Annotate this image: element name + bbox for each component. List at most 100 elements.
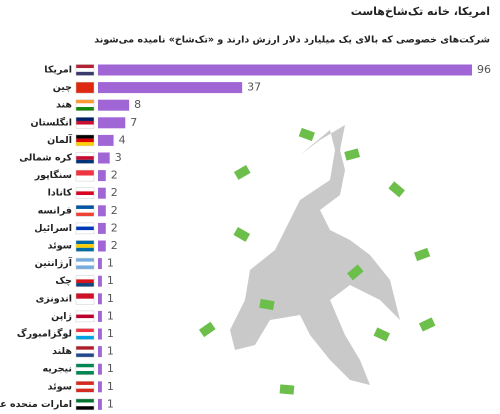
flag-stripe — [76, 402, 94, 407]
flag-stripe — [76, 156, 94, 160]
flag-border — [75, 205, 95, 217]
flag — [75, 328, 95, 340]
bar — [98, 293, 102, 305]
flag — [75, 240, 95, 252]
flag-stripe — [76, 349, 94, 354]
flag — [75, 134, 95, 147]
flag-border — [75, 328, 95, 340]
flag-stripe — [76, 328, 94, 333]
category-label: اسرائیل — [34, 223, 72, 234]
flag-stripe — [76, 120, 94, 125]
flag-border — [75, 310, 95, 323]
flag-stripe — [76, 384, 94, 389]
flag-stripe — [76, 99, 94, 104]
money-decoration — [198, 127, 436, 395]
bar — [98, 205, 106, 217]
flag-border — [75, 64, 95, 76]
flag-border — [75, 363, 95, 375]
category-label: اندونزی — [36, 293, 72, 304]
flag-border — [75, 187, 95, 199]
bar — [98, 82, 243, 94]
value-label: 1 — [107, 380, 114, 393]
flag-stripe — [76, 367, 94, 372]
flag — [75, 99, 95, 111]
category-label: لوگزامبورگ — [17, 328, 72, 340]
flag-border — [75, 169, 95, 182]
category-label: امریکا — [44, 65, 72, 76]
value-label: 2 — [111, 204, 118, 217]
bar — [98, 346, 102, 358]
flag — [75, 169, 95, 182]
value-label: 1 — [107, 309, 114, 322]
flag — [75, 222, 95, 235]
flag-stripe — [76, 240, 94, 245]
flag-stripe — [76, 107, 94, 111]
category-label: هند — [56, 100, 72, 111]
value-label: 1 — [107, 345, 114, 358]
flag — [75, 117, 95, 129]
category-label: کره شمالی — [19, 153, 72, 164]
bar — [98, 328, 102, 340]
flag-stripe — [76, 64, 94, 69]
flag — [75, 205, 95, 217]
bar — [98, 117, 126, 129]
category-label: ژاپن — [51, 311, 72, 322]
bar — [98, 363, 102, 375]
flag-stripe — [76, 195, 94, 199]
category-label: سنگاپور — [34, 169, 72, 181]
bar — [98, 99, 130, 111]
flag-stripe — [76, 353, 94, 358]
flag-stripe — [76, 314, 94, 319]
category-label: آلمان — [47, 133, 73, 146]
flag — [75, 81, 95, 94]
bar — [98, 310, 102, 322]
value-label: 1 — [107, 274, 114, 287]
flag-stripe — [76, 134, 94, 139]
flag — [75, 293, 95, 305]
flag-stripe — [76, 406, 94, 410]
value-label: 2 — [111, 186, 118, 199]
flag — [75, 381, 95, 393]
flag-border — [75, 240, 95, 252]
value-label: 2 — [111, 169, 118, 182]
flag — [75, 310, 95, 323]
flag-stripe — [76, 71, 94, 76]
flag-stripe — [76, 346, 94, 350]
flag-stripe — [76, 117, 94, 121]
bar — [98, 222, 106, 234]
value-label: 2 — [111, 221, 118, 234]
value-label: 1 — [107, 327, 114, 340]
bar — [98, 187, 106, 199]
flag-stripe — [76, 275, 94, 280]
flag-border — [75, 275, 95, 287]
bar — [98, 258, 102, 270]
value-label: 3 — [115, 151, 122, 164]
value-label: 2 — [111, 239, 118, 252]
flag — [75, 152, 95, 164]
bar — [98, 134, 114, 146]
flag-stripe — [76, 265, 94, 270]
flag — [75, 398, 95, 411]
flag-border — [75, 381, 95, 393]
flag-stripe — [76, 310, 94, 315]
flag-stripe — [76, 103, 94, 108]
flag-stripe — [76, 261, 94, 266]
bar — [98, 64, 472, 76]
flag-stripe — [76, 170, 94, 176]
flag-stripe — [76, 279, 94, 284]
category-label: نیجریه — [42, 364, 72, 375]
flag — [75, 345, 95, 358]
flag-stripe — [76, 226, 94, 231]
bar — [98, 170, 106, 182]
flag-stripe — [76, 138, 94, 143]
flag-border — [75, 134, 95, 147]
flag-stripe — [76, 283, 94, 287]
flag-stripe — [76, 222, 94, 227]
bar — [98, 240, 106, 252]
flag-stripe — [76, 398, 94, 403]
flag-stripe — [76, 191, 94, 196]
category-label: چین — [53, 82, 72, 93]
flag-stripe — [76, 205, 94, 209]
category-label: کانادا — [48, 188, 73, 199]
flag-stripe — [76, 187, 94, 192]
